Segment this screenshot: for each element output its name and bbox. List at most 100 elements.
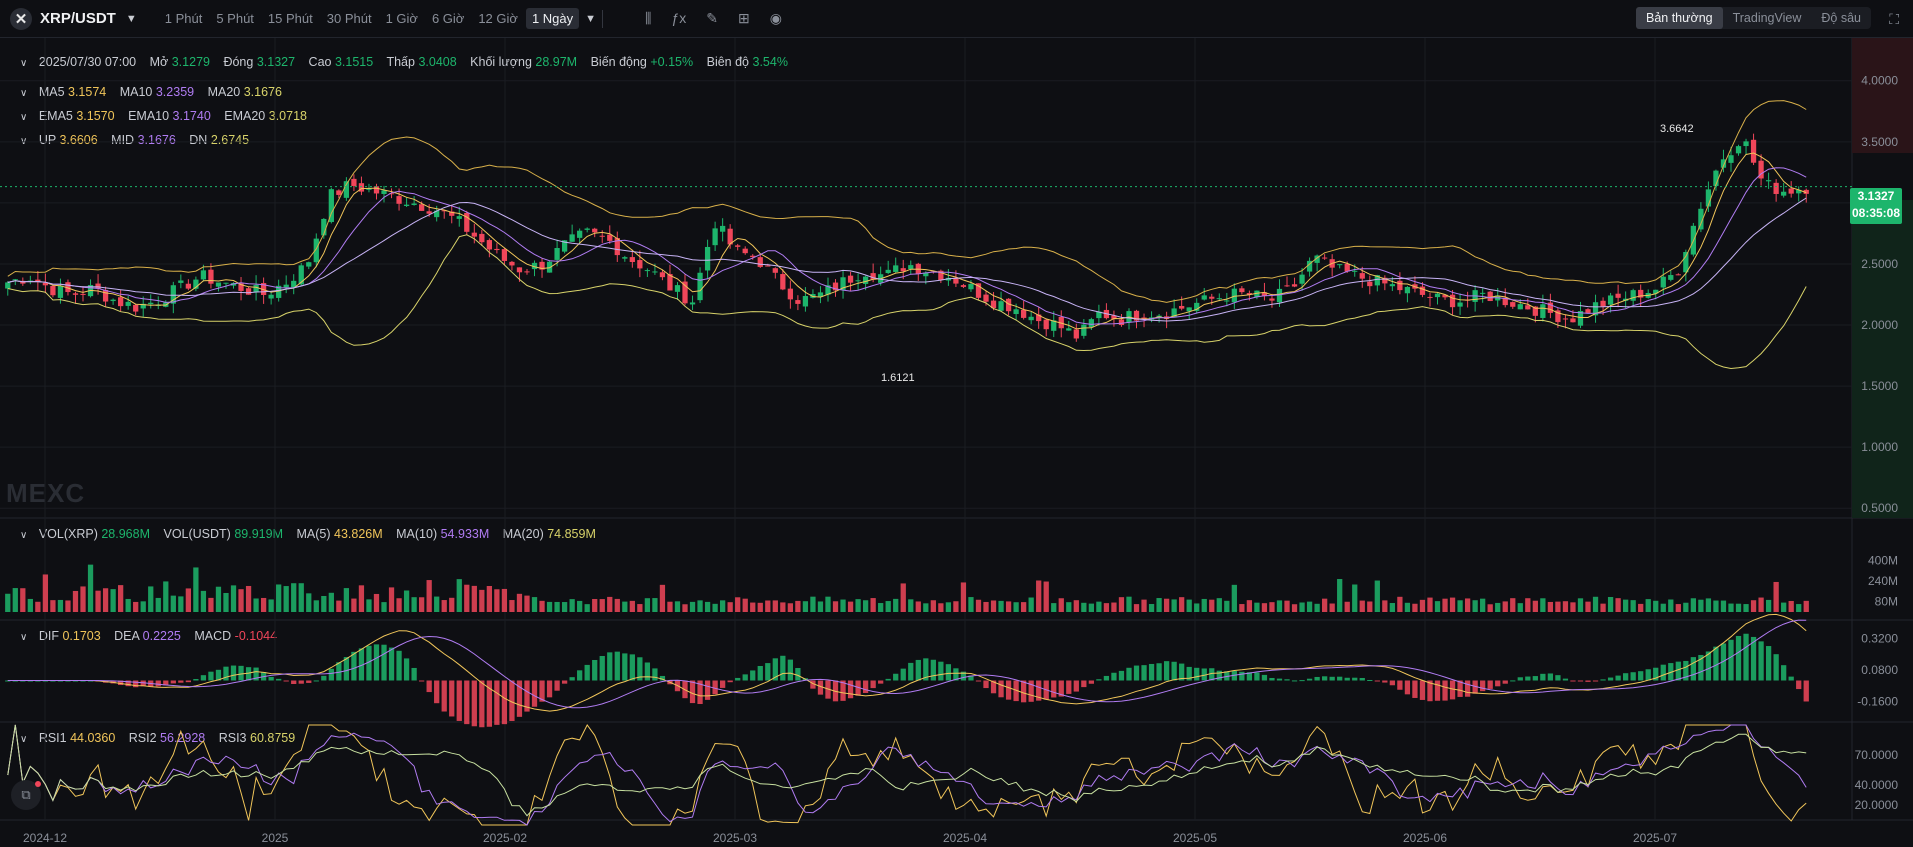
collapse-chevron-icon[interactable]: ∨: [20, 734, 28, 745]
candle-body: [1713, 170, 1719, 186]
candle-body: [885, 269, 891, 274]
pair-selector[interactable]: XRP/USDT: [40, 10, 116, 27]
candle-body: [238, 283, 244, 291]
fullscreen-icon[interactable]: ⛶: [1889, 11, 1899, 27]
timeframe-tab[interactable]: 6 Giờ: [431, 11, 465, 26]
chart-mode-tab[interactable]: Độ sâu: [1821, 11, 1861, 25]
candle-body: [908, 265, 914, 270]
candle-body: [1668, 275, 1674, 280]
x-tick-label: 2025-05: [1173, 831, 1217, 845]
layout-grid-icon[interactable]: ⊞: [738, 10, 750, 26]
candle-body: [1186, 307, 1192, 312]
candle-body: [772, 268, 778, 273]
timeframe-tab[interactable]: 30 Phút: [326, 11, 372, 26]
collapse-chevron-icon[interactable]: ∨: [20, 112, 28, 123]
candle-body: [1457, 302, 1463, 307]
macd-histogram-bar: [1186, 666, 1192, 681]
macd-histogram-bar: [531, 680, 538, 707]
candle-body: [652, 271, 658, 273]
macd-histogram-bar: [1306, 678, 1313, 681]
timeframe-tab[interactable]: 5 Phút: [216, 11, 254, 26]
dea-label: DEA: [114, 629, 140, 643]
timeframe-dropdown-icon[interactable]: ▼: [585, 12, 597, 25]
collapse-chevron-icon[interactable]: ∨: [20, 58, 28, 69]
vol-xrp-label: VOL(XRP): [38, 527, 98, 541]
macd-histogram-bar: [1480, 680, 1486, 692]
candle-body: [1735, 146, 1742, 154]
macd-histogram-bar: [1607, 677, 1614, 681]
timeframe-tab[interactable]: 12 Giờ: [478, 11, 518, 26]
candle-body: [539, 261, 545, 270]
macd-histogram-bar: [990, 680, 997, 694]
collapse-chevron-icon[interactable]: ∨: [20, 88, 28, 99]
macd-histogram-bar: [1021, 680, 1027, 703]
dea-value: 0.2225: [142, 629, 181, 643]
collapse-chevron-icon[interactable]: ∨: [20, 530, 28, 541]
macd-histogram-bar: [230, 665, 237, 681]
timeframe-tab[interactable]: 1 Ngày: [525, 8, 580, 29]
volume-bar: [1036, 580, 1042, 612]
screenshot-camera-icon[interactable]: ◉: [769, 10, 782, 26]
macd-histogram-bar: [1592, 680, 1599, 682]
macd-histogram-bar: [170, 680, 176, 684]
volume-bar: [1502, 601, 1508, 612]
volume-tick-label: 80M: [1875, 595, 1898, 609]
volume-bar: [1043, 581, 1049, 612]
timeframe-tab[interactable]: 1 Giờ: [385, 11, 418, 26]
volume-bar: [1803, 600, 1809, 612]
candle-body: [1322, 257, 1328, 259]
volume-bar: [313, 600, 319, 612]
volume-bar: [607, 596, 613, 612]
macd-histogram-bar: [1261, 674, 1268, 681]
candle-body: [1547, 302, 1554, 313]
volume-bar: [795, 600, 801, 612]
macd-histogram-bar: [1201, 668, 1207, 681]
timeframe-tab[interactable]: 1 Phút: [164, 11, 203, 26]
macd-histogram-bar: [253, 667, 259, 681]
macd-histogram-bar: [1585, 680, 1591, 682]
volume-bar: [238, 589, 244, 612]
macd-histogram-bar: [862, 680, 869, 693]
volume-bar: [780, 602, 786, 612]
candle-body: [118, 297, 124, 307]
volume-bar: [193, 567, 199, 612]
candle-body: [614, 238, 620, 256]
volume-bar: [1713, 600, 1719, 612]
chart-mode-tab[interactable]: Bản thường: [1635, 7, 1723, 29]
volume-bar: [1735, 603, 1742, 612]
x-tick-label: 2025-07: [1633, 831, 1677, 845]
indicator-icon[interactable]: ⫼: [645, 10, 652, 26]
collapse-chevron-icon[interactable]: ∨: [20, 632, 28, 643]
macd-histogram-bar: [1291, 680, 1298, 682]
candle-body: [953, 277, 959, 284]
macd-histogram-bar: [479, 680, 485, 728]
volume-bar: [923, 603, 929, 612]
volume-bar: [1773, 581, 1779, 612]
draw-pencil-icon[interactable]: ✎: [706, 10, 719, 26]
candle-body: [1502, 297, 1508, 306]
macd-histogram-bar: [1276, 678, 1283, 681]
macd-histogram-bar: [998, 680, 1004, 698]
candle-body: [494, 248, 500, 251]
volume-bar: [1600, 603, 1606, 612]
formula-icon[interactable]: ƒx: [671, 10, 687, 26]
volume-bar: [1337, 579, 1343, 612]
chart-mode-tab[interactable]: TradingView: [1732, 11, 1802, 25]
volume-bar: [614, 598, 620, 612]
macd-histogram-bar: [449, 680, 455, 717]
timeframe-tab[interactable]: 15 Phút: [267, 11, 313, 26]
rsi-tick-label: 20.0000: [1855, 798, 1899, 812]
macd-histogram-bar: [1758, 641, 1764, 681]
macd-histogram-bar: [1472, 680, 1478, 694]
macd-histogram-bar: [1299, 680, 1305, 682]
macd-histogram-bar: [283, 680, 289, 682]
volume-bar: [975, 599, 982, 612]
candle-body: [584, 228, 590, 230]
volume-bar: [1690, 598, 1696, 612]
candle-body: [1337, 264, 1343, 266]
macd-histogram-bar: [1532, 676, 1538, 681]
pair-dropdown-icon[interactable]: ▼: [125, 12, 137, 25]
boll-up-label: UP: [38, 133, 56, 147]
volume-bar: [1224, 600, 1230, 612]
